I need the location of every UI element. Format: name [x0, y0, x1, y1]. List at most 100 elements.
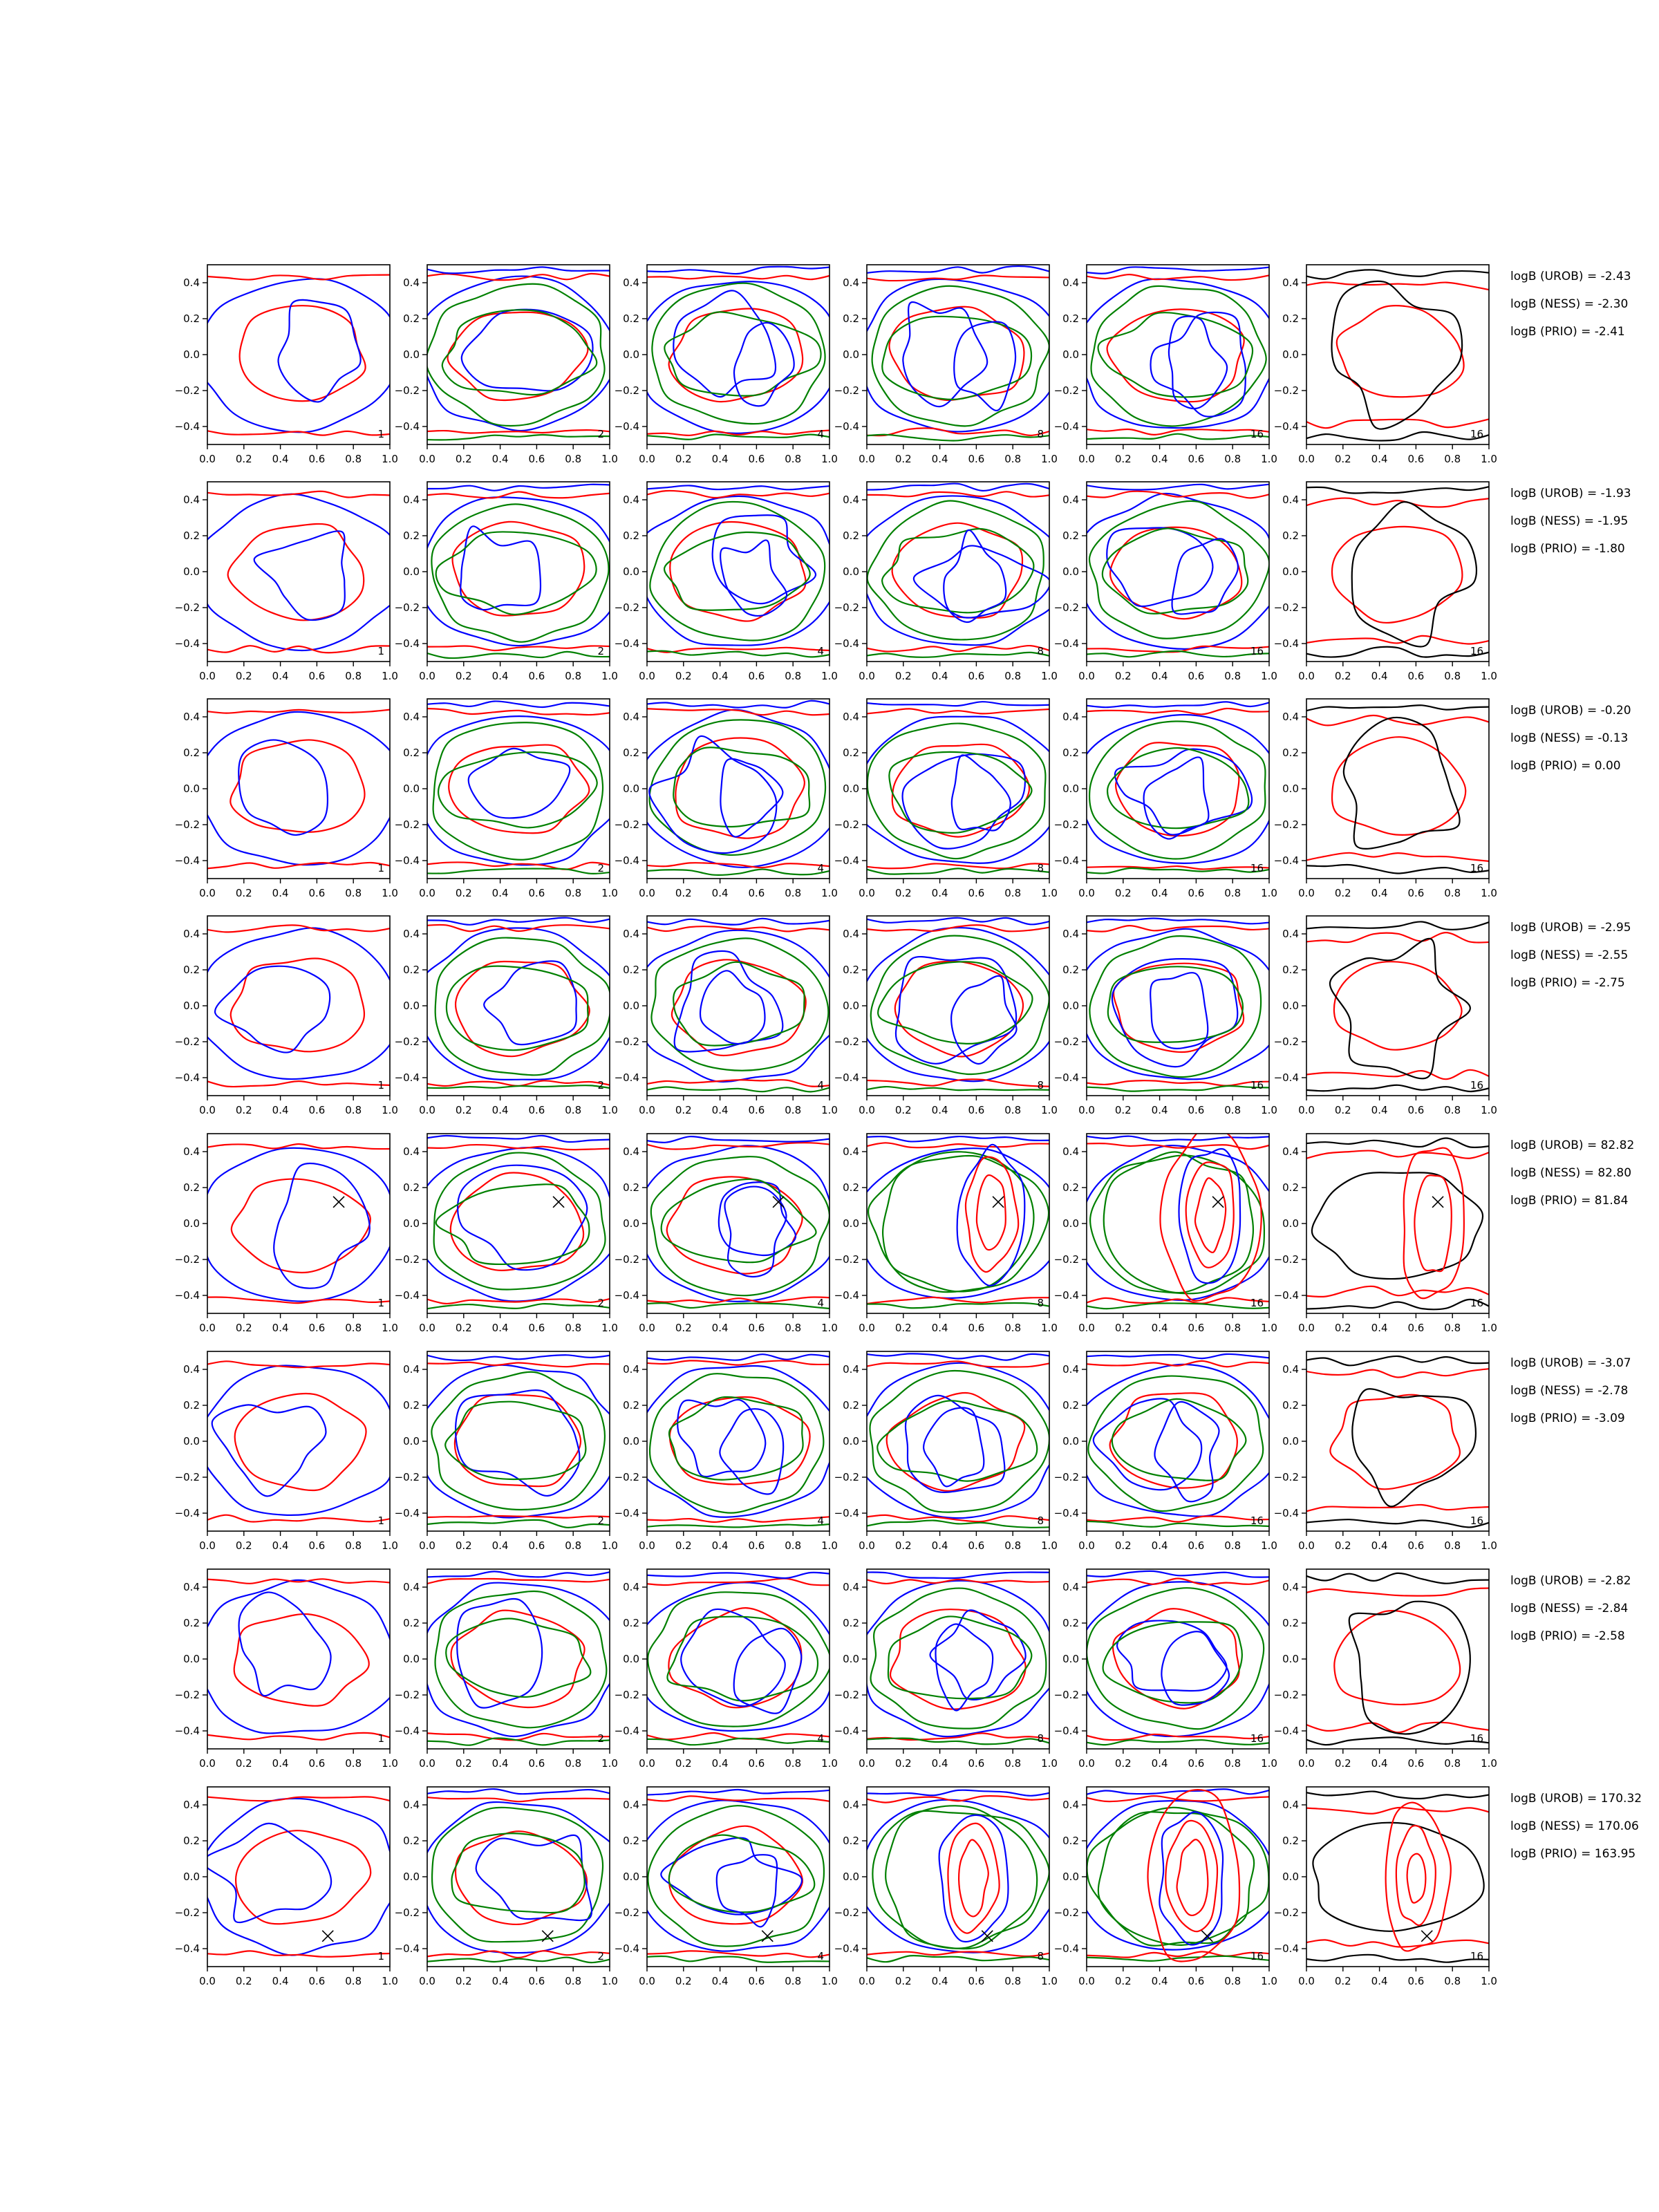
- logB-urob-text: logB (UROB) = -3.07: [1510, 1356, 1631, 1370]
- y-tick-label: 0.4: [403, 494, 420, 506]
- x-tick-label: 1.0: [1261, 670, 1277, 682]
- green-contour: [1087, 433, 1269, 440]
- x-tick-label: 0.2: [1115, 1322, 1132, 1334]
- y-tick-label: 0.4: [1062, 494, 1079, 506]
- x-tick-label: 0.2: [1115, 1975, 1132, 1987]
- x-tick-label: 0.4: [492, 1539, 509, 1552]
- green-contour: [1089, 1154, 1266, 1295]
- x-tick-label: 0.0: [859, 887, 875, 899]
- x-tick-label: 0.6: [1407, 1757, 1424, 1770]
- y-tick-label: −0.2: [1054, 1035, 1079, 1048]
- panel-corner-label: 16: [1470, 1515, 1483, 1527]
- blue-contour: [1111, 957, 1239, 1068]
- y-tick-label: −0.2: [834, 384, 859, 397]
- y-tick-label: −0.4: [834, 1071, 859, 1084]
- x-tick-label: 0.2: [675, 1322, 692, 1334]
- blue-contour: [1087, 1799, 1269, 1951]
- y-tick-label: −0.2: [834, 1253, 859, 1266]
- blue-contour: [950, 754, 1011, 832]
- panel-corner-label: 8: [1037, 1732, 1044, 1745]
- y-tick-label: 0.4: [183, 1363, 200, 1376]
- y-tick-label: −0.4: [395, 1507, 420, 1519]
- y-tick-label: −0.4: [175, 637, 200, 650]
- red-contour: [1306, 497, 1489, 508]
- x-tick-label: 0.2: [456, 1539, 472, 1552]
- black-contour: [1306, 1519, 1489, 1528]
- x-tick-label: 1.0: [601, 1104, 618, 1116]
- x-tick-label: 0.0: [199, 670, 216, 682]
- y-tick-label: 0.2: [623, 747, 639, 759]
- red-contour: [1306, 852, 1489, 862]
- green-contour: [871, 285, 1049, 427]
- y-tick-label: 0.2: [183, 1399, 200, 1412]
- x-tick-label: 1.0: [1481, 1539, 1497, 1552]
- blue-contour: [647, 700, 830, 709]
- red-contour: [1087, 707, 1269, 715]
- x-tick-label: 0.8: [1444, 1539, 1461, 1552]
- x-tick-label: 0.2: [675, 1975, 692, 1987]
- green-contour: [867, 1085, 1049, 1091]
- contour-lines: [427, 483, 610, 659]
- green-contour: [867, 722, 1047, 860]
- green-contour: [431, 1371, 606, 1511]
- y-tick-label: −0.4: [615, 1071, 639, 1084]
- x-tick-label: 0.6: [528, 453, 545, 465]
- x-tick-label: 0.6: [1407, 1539, 1424, 1552]
- x-tick-label: 0.4: [272, 1104, 289, 1116]
- x-tick-label: 0.0: [419, 1322, 435, 1334]
- y-tick-label: 0.2: [843, 312, 859, 325]
- x-tick-label: 0.2: [895, 670, 912, 682]
- y-tick-label: −0.4: [175, 1507, 200, 1519]
- x-tick-label: 1.0: [601, 1975, 618, 1987]
- x-tick-label: 0.8: [1444, 887, 1461, 899]
- x-tick-label: 0.6: [528, 1539, 545, 1552]
- x-tick-label: 0.4: [272, 1757, 289, 1770]
- black-contour: [1306, 704, 1489, 712]
- x-tick-label: 0.2: [1115, 1104, 1132, 1116]
- blue-contour: [904, 1394, 1006, 1493]
- green-contour: [427, 433, 610, 441]
- green-contour: [1097, 1811, 1255, 1946]
- y-tick-label: 0.0: [843, 565, 859, 578]
- red-contour: [1414, 1174, 1452, 1273]
- x-tick-label: 0.8: [1004, 453, 1021, 465]
- contour-lines: [867, 1135, 1049, 1309]
- x-tick-label: 0.2: [675, 1539, 692, 1552]
- x-tick-label: 0.6: [1188, 670, 1204, 682]
- blue-contour: [1150, 311, 1247, 418]
- x-tick-label: 0.2: [675, 1757, 692, 1770]
- red-contour: [867, 1578, 1049, 1585]
- y-tick-label: −0.2: [1054, 1906, 1079, 1919]
- y-tick-label: 0.2: [1062, 747, 1079, 759]
- y-tick-label: 0.0: [1062, 1217, 1079, 1230]
- x-tick-label: 0.8: [345, 1539, 362, 1552]
- x-marker: [552, 1196, 565, 1208]
- y-tick-label: 0.2: [1062, 1181, 1079, 1194]
- red-contour: [666, 1176, 803, 1275]
- x-tick-label: 0.8: [345, 1975, 362, 1987]
- x-tick-label: 1.0: [1481, 453, 1497, 465]
- red-contour: [1395, 1824, 1436, 1927]
- green-contour: [1087, 650, 1269, 658]
- logB-urob-text: logB (UROB) = -2.95: [1510, 921, 1631, 935]
- y-tick-label: 0.4: [1062, 928, 1079, 940]
- red-contour: [867, 1360, 1049, 1368]
- panel-corner-label: 2: [597, 1297, 604, 1309]
- y-tick-label: −0.2: [175, 1471, 200, 1483]
- red-contour: [647, 1360, 830, 1366]
- blue-contour: [647, 1365, 830, 1518]
- green-contour: [445, 965, 589, 1051]
- x-tick-label: 0.0: [639, 1757, 655, 1770]
- panel-corner-label: 2: [597, 1732, 604, 1745]
- red-contour: [647, 862, 830, 869]
- black-contour: [1306, 646, 1489, 658]
- green-contour: [867, 868, 1049, 875]
- y-tick-label: 0.2: [1282, 747, 1299, 759]
- blue-contour: [894, 955, 1018, 1065]
- blue-contour: [867, 1789, 1049, 1797]
- y-tick-label: −0.2: [1054, 1253, 1079, 1266]
- y-tick-label: 0.0: [843, 1871, 859, 1883]
- y-tick-label: 0.2: [623, 312, 639, 325]
- x-tick-label: 0.2: [1115, 1539, 1132, 1552]
- panel-corner-label: 16: [1250, 428, 1264, 440]
